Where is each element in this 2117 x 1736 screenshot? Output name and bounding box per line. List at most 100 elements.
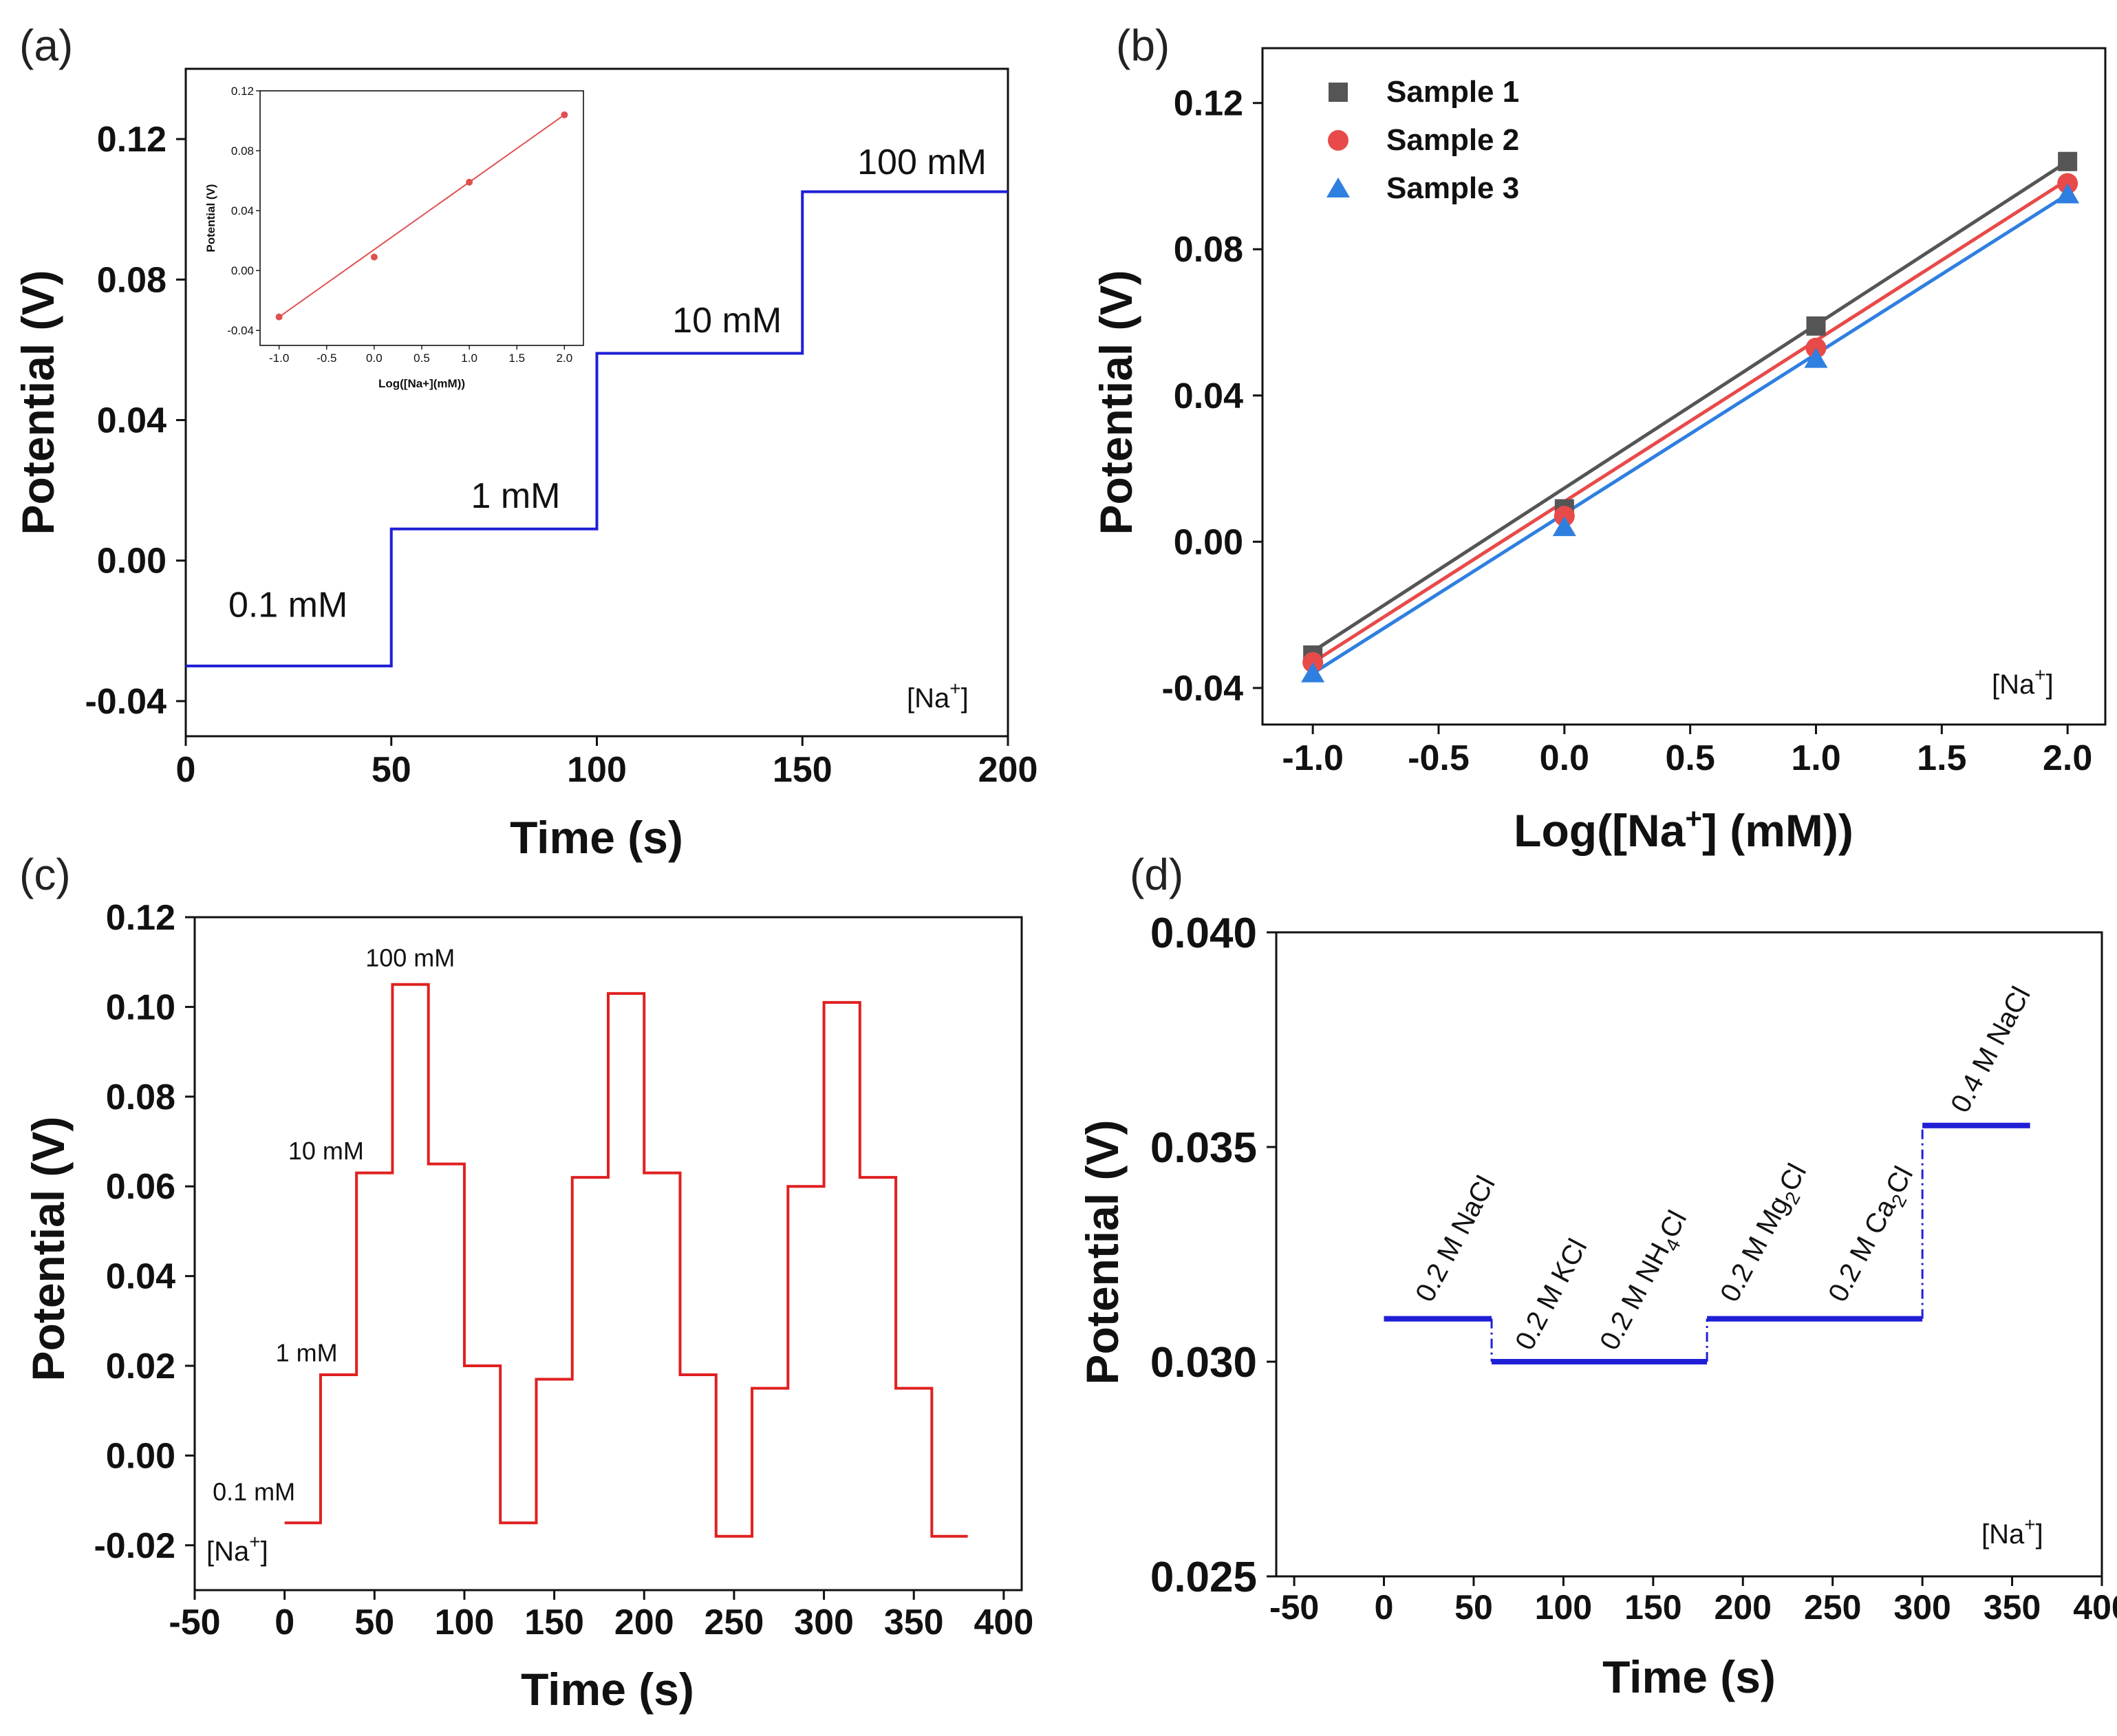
y-tick-label-0.030: 0.030 xyxy=(1150,1339,1257,1386)
x-tick-label-50: 50 xyxy=(1454,1588,1493,1627)
inset-x-tick-label--1.0: -1.0 xyxy=(269,352,289,365)
anno-0.2M-KCl: 0.2 M KCl xyxy=(1509,1234,1593,1355)
legend-label-sample-1: Sample 1 xyxy=(1386,75,1519,109)
x-tick-label-300: 300 xyxy=(794,1603,854,1642)
inset-x-tick-label--0.5: -0.5 xyxy=(316,352,336,365)
x-tick-label-1.0: 1.0 xyxy=(1791,738,1840,778)
fit-line-sample-1 xyxy=(1311,160,2069,653)
x-tick-label-250: 250 xyxy=(705,1603,764,1642)
x-tick-label-100: 100 xyxy=(567,750,627,790)
x-tick-label-0: 0 xyxy=(275,1603,294,1642)
panel-a-series xyxy=(186,190,1008,667)
inset-x-tick-label-2.0: 2.0 xyxy=(557,352,573,365)
inset-point-2 xyxy=(466,178,473,186)
x-tick-label-150: 150 xyxy=(524,1603,584,1642)
panel-b-xlabel: Log([Na+] (mM)) xyxy=(1514,802,1853,856)
fit-line-sample-2 xyxy=(1311,178,2069,664)
inset-y-tick-label-0.08: 0.08 xyxy=(231,144,254,158)
legend-label-sample-2: Sample 2 xyxy=(1386,123,1519,157)
legend-marker-sample-2 xyxy=(1328,130,1348,151)
panel-a-annotations: 0.1 mM 1 mM 10 mM 100 mM xyxy=(228,142,987,625)
anno-0.2M-NaCl: 0.2 M NaCl xyxy=(1410,1171,1501,1307)
x-tick-label-2.0: 2.0 xyxy=(2043,738,2092,778)
panel-a-anno-0.1-mM: 0.1 mM xyxy=(228,585,347,625)
panel-d-ion-label: [Na+] xyxy=(1981,1514,2043,1550)
y-tick-label-0.025: 0.025 xyxy=(1150,1554,1257,1601)
inset-y-tick-label--0.04: -0.04 xyxy=(227,324,254,337)
panel-b-tick-labels: -1.0 -0.5 0.0 0.5 1.0 1.5 2.0 -0.04 0.00 0.04 0.08… xyxy=(1161,84,2092,778)
y-tick-label-0.12: 0.12 xyxy=(106,898,175,938)
panel-c-anno-1-mM: 1 mM xyxy=(276,1338,338,1367)
x-tick-label-0.5: 0.5 xyxy=(1665,738,1715,778)
legend-marker-sample-1 xyxy=(1329,83,1348,102)
x-tick-label-400: 400 xyxy=(2073,1588,2117,1627)
x-tick-label-200: 200 xyxy=(1715,1588,1772,1627)
point-sample-3-2 xyxy=(1804,347,1828,368)
inset-ticks xyxy=(256,90,566,350)
y-tick-label-0.04: 0.04 xyxy=(106,1257,175,1297)
panel-a-tick-labels: 0 50 100 150 200 -0.04 0.00 0.04 0.08 0.12 xyxy=(85,120,1038,790)
y-tick-label-0.00: 0.00 xyxy=(1174,522,1243,562)
point-sample-1-2 xyxy=(1806,316,1826,336)
panel-a-label: (a) xyxy=(19,21,73,70)
y-tick-label-0.08: 0.08 xyxy=(97,260,166,300)
panel-a-inset: -1.0 -0.5 0.0 0.5 1.0 1.5 2.0 -0.04 0.00 0.04 0.08… xyxy=(204,85,584,390)
panel-d-annotations: 0.2 M NaCl 0.2 M KCl 0.2 M NH4Cl 0.2 M M… xyxy=(1410,982,2037,1357)
inset-point-3 xyxy=(561,111,568,118)
y-tick-label-0.12: 0.12 xyxy=(1174,84,1243,124)
inset-point-1 xyxy=(370,253,378,261)
anno-0.2M-Mg2Cl: 0.2 M Mg2Cl xyxy=(1715,1159,1816,1309)
panel-d-label: (d) xyxy=(1130,850,1183,899)
panel-c-ticks xyxy=(185,916,1005,1600)
panel-a-anno-10-mM: 10 mM xyxy=(672,301,782,341)
point-sample-3-0 xyxy=(1301,662,1325,683)
x-tick-label-200: 200 xyxy=(978,750,1038,790)
inset-ylabel: Potential (V) xyxy=(204,184,217,252)
panel-b-ylabel: Potential (V) xyxy=(1090,270,1141,535)
x-tick-label-250: 250 xyxy=(1804,1588,1861,1627)
x-tick-label--1.0: -1.0 xyxy=(1282,738,1344,778)
y-tick-label-0.08: 0.08 xyxy=(106,1078,175,1117)
inset-series xyxy=(275,111,568,321)
panel-c: (c) -50 0 50 100 150 200 250 300 350 400 -0.02 0.00… xyxy=(19,850,1033,1715)
x-tick-label-50: 50 xyxy=(354,1603,394,1642)
inset-tick-labels: -1.0 -0.5 0.0 0.5 1.0 1.5 2.0 -0.04 0.00 0.04 0.08… xyxy=(227,85,572,365)
x-tick-label-400: 400 xyxy=(974,1603,1033,1642)
x-tick-label-150: 150 xyxy=(773,750,832,790)
panel-b-ticks xyxy=(1253,102,2069,734)
inset-x-tick-label-1.5: 1.5 xyxy=(508,352,525,365)
inset-x-tick-label-1.0: 1.0 xyxy=(461,352,477,365)
y-tick-label-0.04: 0.04 xyxy=(97,401,166,441)
panel-b-label: (b) xyxy=(1116,21,1170,70)
inset-y-tick-label-0.04: 0.04 xyxy=(231,204,254,217)
x-tick-label-150: 150 xyxy=(1624,1588,1681,1627)
point-sample-3-3 xyxy=(2056,183,2080,204)
panel-d-ylabel: Potential (V) xyxy=(1077,1119,1128,1384)
x-tick-label-0: 0 xyxy=(176,750,196,790)
y-tick-label--0.04: -0.04 xyxy=(1161,669,1243,709)
panel-b-frame xyxy=(1261,47,2107,726)
x-tick-label--50: -50 xyxy=(169,1603,220,1642)
panel-c-anno-0.1-mM: 0.1 mM xyxy=(213,1478,295,1506)
panel-a-anno-1-mM: 1 mM xyxy=(471,476,560,516)
y-tick-label-0.035: 0.035 xyxy=(1150,1124,1257,1172)
inset-frame xyxy=(259,90,584,346)
inset-point-0 xyxy=(275,313,283,321)
x-tick-label-0.0: 0.0 xyxy=(1540,738,1589,778)
x-tick-label--0.5: -0.5 xyxy=(1408,738,1470,778)
panel-c-frame xyxy=(193,916,1023,1592)
anno-0.2M-NH4Cl: 0.2 M NH4Cl xyxy=(1594,1205,1697,1357)
panel-d-ticks xyxy=(1267,931,2103,1586)
x-tick-label-350: 350 xyxy=(1984,1588,2041,1627)
x-tick-label-50: 50 xyxy=(372,750,411,790)
y-tick-label-0.12: 0.12 xyxy=(97,120,166,160)
y-tick-label-0.02: 0.02 xyxy=(106,1347,175,1386)
y-tick-label-0.04: 0.04 xyxy=(1174,376,1243,416)
inset-xlabel: Log([Na+](mM)) xyxy=(378,377,465,390)
y-tick-label-0.06: 0.06 xyxy=(106,1167,175,1207)
panel-c-label: (c) xyxy=(19,850,71,899)
panel-a-anno-100-mM: 100 mM xyxy=(857,142,987,182)
panel-a-ylabel: Potential (V) xyxy=(12,270,63,535)
legend-label-sample-3: Sample 3 xyxy=(1386,171,1519,205)
